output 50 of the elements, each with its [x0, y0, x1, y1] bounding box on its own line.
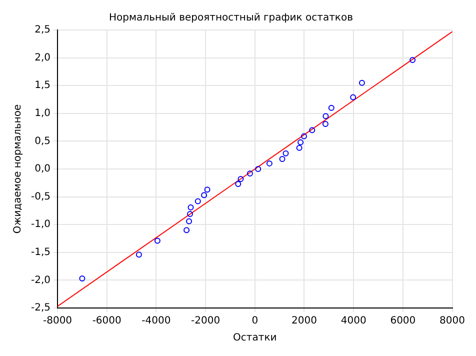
y-axis-title: Ожидаемое нормальное: [12, 104, 24, 234]
point: [201, 192, 208, 198]
point: [266, 160, 272, 166]
point: [186, 218, 192, 224]
point: [154, 238, 160, 244]
point: [279, 156, 286, 162]
point: [235, 181, 242, 188]
point: [300, 133, 307, 140]
point: [410, 57, 416, 64]
point: [188, 204, 194, 210]
point: [350, 94, 356, 100]
point: [187, 211, 194, 218]
point: [246, 170, 253, 176]
x-tick-label: -6000: [92, 316, 122, 327]
y-tick-label: -1,5: [30, 246, 51, 258]
chart-title: Нормальный вероятностный график остатков: [109, 12, 354, 24]
y-tick-label: 2,5: [34, 24, 51, 36]
point: [184, 227, 190, 234]
point: [194, 198, 201, 204]
x-tick-label: 0: [252, 316, 258, 327]
x-tick-label: -4000: [142, 316, 171, 327]
y-tick-label: -1,0: [30, 219, 51, 230]
point: [298, 139, 304, 146]
point: [322, 113, 329, 120]
x-tick-label: 4000: [340, 316, 366, 327]
point: [238, 176, 244, 182]
y-tick-label: 2,0: [34, 52, 51, 64]
point: [79, 276, 86, 282]
point: [204, 186, 210, 193]
point: [358, 80, 365, 86]
point: [328, 104, 334, 111]
point: [282, 150, 289, 156]
point: [322, 120, 328, 127]
x-tick-label: -2000: [191, 316, 220, 327]
point: [136, 252, 142, 258]
point: [309, 127, 316, 134]
x-tick-label: -8000: [42, 316, 72, 327]
point: [296, 144, 302, 151]
x-tick-label: 6000: [390, 316, 416, 327]
y-tick-label: 0,5: [34, 136, 51, 147]
y-tick-label: -2,0: [30, 274, 51, 286]
x-tick-label: 8000: [440, 316, 465, 327]
x-tick-label: 2000: [292, 316, 317, 327]
x-axis-title: Остатки: [233, 332, 277, 344]
y-tick-label: -0,5: [30, 191, 51, 202]
y-tick-label: 1,5: [34, 80, 51, 92]
y-tick-label: 1,0: [34, 108, 51, 119]
y-tick-label: -2,5: [30, 302, 51, 314]
y-tick-label: 0,0: [34, 164, 51, 175]
point: [255, 166, 262, 172]
